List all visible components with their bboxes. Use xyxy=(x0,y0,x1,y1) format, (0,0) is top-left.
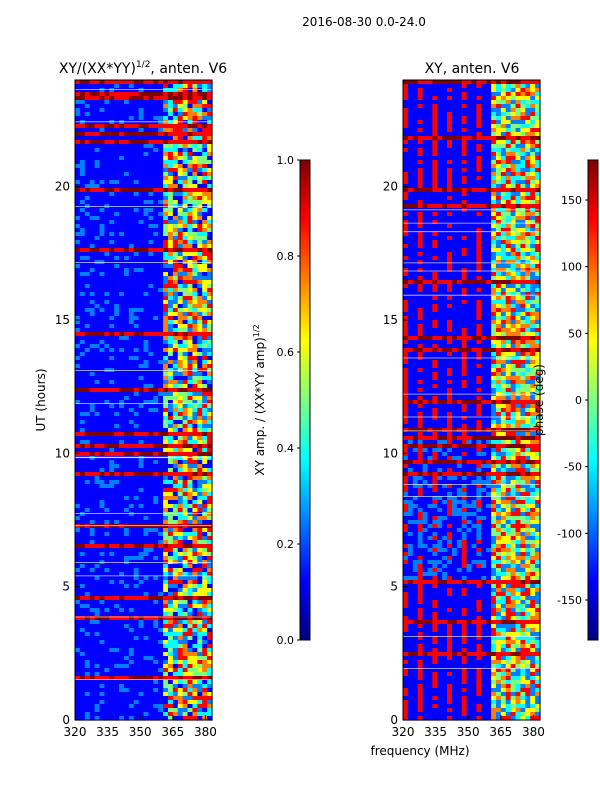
left-x-tick-label-4: 380 xyxy=(194,725,217,739)
left-colorbar-tick-label-3: 0.6 xyxy=(277,346,295,359)
left-colorbar: 0.0 0.2 0.4 0.6 0.8 1.0 XY amp. / (XX*YY amp)… xyxy=(252,154,311,647)
right-colorbar-tick-label-6: 150 xyxy=(561,194,582,207)
right-y-tick-label-1: 5 xyxy=(390,580,398,594)
right-x-tick-label-1: 335 xyxy=(424,725,447,739)
right-colorbar-ticks: -150 -100 -50 0 50 100 150 xyxy=(557,194,588,607)
left-panel: XY/(XX*YY)1/2, anten. V6 320 335 350 365 380… xyxy=(34,60,227,739)
right-colorbar: -150 -100 -50 0 50 100 150 phase (deg) xyxy=(532,159,599,641)
left-y-ticks: 0 5 10 15 20 xyxy=(55,180,80,727)
right-colorbar-tick-label-4: 50 xyxy=(568,327,582,340)
left-y-tick-label-3: 15 xyxy=(55,313,70,327)
left-y-axis-label: UT (hours) xyxy=(34,368,48,431)
right-y-tick-label-0: 0 xyxy=(390,713,398,727)
left-x-tick-label-3: 365 xyxy=(161,725,184,739)
right-y-tick-label-2: 10 xyxy=(383,446,398,460)
right-y-ticks: 0 5 10 15 20 xyxy=(383,180,408,727)
right-heatmap xyxy=(403,80,541,721)
right-x-tick-label-3: 365 xyxy=(489,725,512,739)
left-y-tick-label-1: 5 xyxy=(62,580,70,594)
x-axis-label: frequency (MHz) xyxy=(370,744,469,758)
right-panel-title: XY, anten. V6 xyxy=(425,61,520,77)
left-colorbar-label: XY amp. / (XX*YY amp)1/2 xyxy=(252,324,267,475)
right-colorbar-label: phase (deg) xyxy=(532,364,546,436)
left-plot-frame xyxy=(74,79,213,721)
left-heatmap xyxy=(75,80,213,721)
right-colorbar-tick-label-5: 100 xyxy=(561,261,582,274)
right-y-tick-label-4: 20 xyxy=(383,180,398,194)
left-y-tick-label-4: 20 xyxy=(55,180,70,194)
left-colorbar-tick-label-5: 1.0 xyxy=(277,154,295,167)
right-colorbar-tick-label-3: 0 xyxy=(575,394,582,407)
left-x-tick-label-0: 320 xyxy=(64,725,87,739)
right-y-tick-label-3: 15 xyxy=(383,313,398,327)
right-x-tick-label-4: 380 xyxy=(522,725,545,739)
left-colorbar-tick-label-1: 0.2 xyxy=(277,538,295,551)
right-colorbar-tick-label-1: -100 xyxy=(557,527,582,540)
left-y-tick-label-2: 10 xyxy=(55,446,70,460)
right-x-ticks: 320 335 350 365 380 xyxy=(392,715,545,739)
figure-suptitle: 2016-08-30 0.0-24.0 xyxy=(302,15,426,29)
left-colorbar-tick-label-2: 0.4 xyxy=(277,442,295,455)
right-plot-frame xyxy=(402,79,541,721)
right-colorbar-tick-label-2: -50 xyxy=(564,461,582,474)
left-y-tick-label-0: 0 xyxy=(62,713,70,727)
right-colorbar-gradient xyxy=(587,159,599,641)
left-x-tick-label-2: 350 xyxy=(129,725,152,739)
left-x-ticks: 320 335 350 365 380 xyxy=(64,715,217,739)
left-colorbar-ticks: 0.0 0.2 0.4 0.6 0.8 1.0 xyxy=(277,154,300,647)
right-colorbar-tick-label-0: -150 xyxy=(557,594,582,607)
right-x-tick-label-0: 320 xyxy=(392,725,415,739)
left-colorbar-tick-label-0: 0.0 xyxy=(277,634,295,647)
left-colorbar-gradient xyxy=(299,159,311,641)
left-colorbar-tick-label-4: 0.8 xyxy=(277,250,295,263)
left-x-tick-label-1: 335 xyxy=(96,725,119,739)
right-x-tick-label-2: 350 xyxy=(457,725,480,739)
left-panel-title: XY/(XX*YY)1/2, anten. V6 xyxy=(59,60,227,77)
right-panel: XY, anten. V6 320 335 350 365 380 0 5 10 15 20 f… xyxy=(370,61,544,758)
